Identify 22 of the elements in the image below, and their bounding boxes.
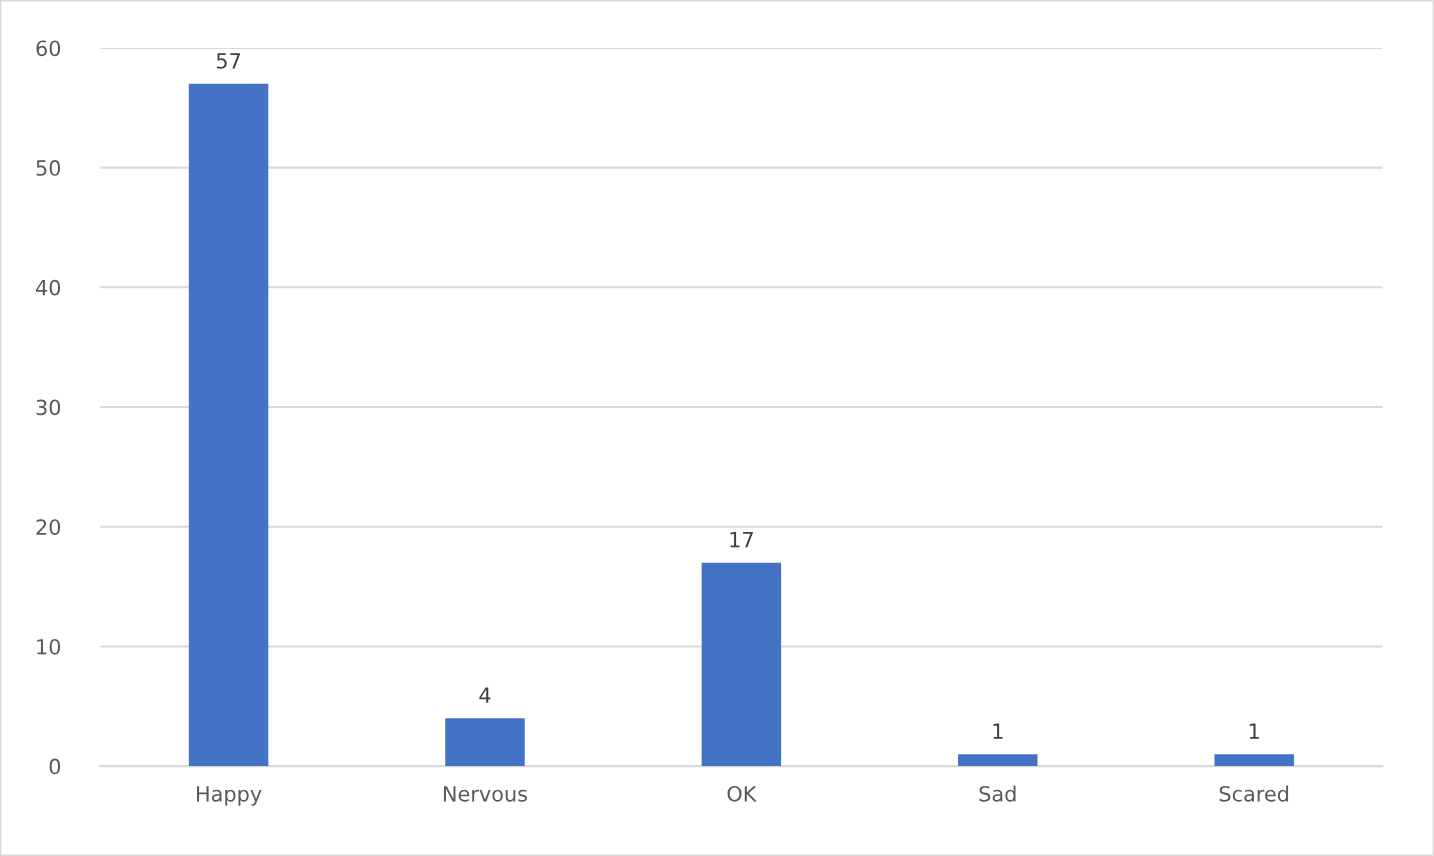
y-tick-label: 60 bbox=[36, 40, 61, 57]
bar bbox=[1214, 754, 1294, 767]
x-tick-label: OK bbox=[727, 785, 757, 802]
data-label: 1 bbox=[1249, 723, 1259, 739]
x-tick-label: Sad bbox=[979, 785, 1016, 802]
y-tick-label: 50 bbox=[36, 160, 61, 176]
bar bbox=[445, 718, 525, 767]
bar bbox=[188, 83, 269, 767]
y-tick-label: 10 bbox=[37, 638, 61, 655]
data-label: 1 bbox=[993, 723, 1003, 739]
data-label: 17 bbox=[730, 532, 753, 548]
x-tick-label: Scared bbox=[1219, 785, 1289, 802]
y-tick-label: 30 bbox=[36, 399, 61, 416]
x-tick-label: Happy bbox=[197, 786, 262, 806]
y-tick-label: 0 bbox=[49, 758, 61, 775]
data-label: 57 bbox=[216, 53, 241, 69]
y-tick-label: 40 bbox=[36, 279, 61, 296]
bar bbox=[958, 754, 1038, 767]
x-tick-label: Nervous bbox=[443, 786, 528, 802]
y-tick-label: 20 bbox=[36, 519, 61, 535]
data-label: 4 bbox=[479, 687, 491, 703]
bar bbox=[701, 562, 782, 767]
